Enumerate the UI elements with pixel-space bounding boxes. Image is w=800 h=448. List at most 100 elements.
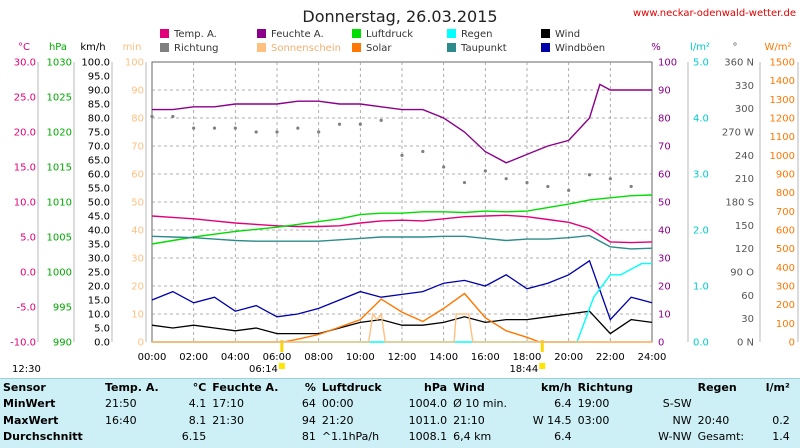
table-header-cell: Sensor <box>3 380 46 394</box>
table-cell: 6.4 <box>554 397 572 411</box>
legend-swatch <box>352 29 361 38</box>
axis-tick-label: 1015 <box>47 163 72 174</box>
axis-tick-label: 50 <box>131 198 144 209</box>
axis-tick-label: 10 <box>131 310 144 321</box>
sun-icon <box>539 363 546 369</box>
legend-label: Temp. A. <box>173 29 217 40</box>
table-cell <box>695 396 757 413</box>
direction-point <box>608 177 612 181</box>
table-row: MaxWert 16:40 8.1 21:30 94 21:20 1011.0 21:10 W … <box>0 412 800 429</box>
axis-tick-label: 0.0 <box>94 338 110 349</box>
sun-icon <box>278 363 285 369</box>
legend-swatch <box>447 43 456 52</box>
time-tick-label: 24:00 <box>638 352 667 363</box>
table-header: Sensor Temp. A. °C Feuchte A.% Luftdruck hPa W… <box>0 379 800 396</box>
axis-tick-label: 30 <box>131 254 144 265</box>
legend-label: Feuchte A. <box>271 29 324 40</box>
sun-time-label: 06:14 <box>249 364 278 375</box>
direction-point <box>421 149 425 154</box>
axis-tick-label: 330 <box>735 81 754 92</box>
direction-point <box>504 177 508 181</box>
table-cell: Gesamt: <box>697 430 745 444</box>
table-cell: 19:00 <box>577 397 610 411</box>
axis-unit: ° <box>733 42 738 53</box>
site-link[interactable]: www.neckar-odenwald-wetter.de <box>633 8 796 19</box>
table-cell: 8.1 <box>188 413 207 427</box>
axis-tick-label: 0 <box>789 338 795 349</box>
axis-tick-label: 5.0 <box>20 233 36 244</box>
direction-point <box>212 126 217 130</box>
axis-tick-label: 70 <box>131 142 144 153</box>
axis-tick-label: 85.0 <box>88 100 110 111</box>
axis-tick-label: 40 <box>658 226 671 237</box>
table-row: Durchschnitt 6.15 81 ^1.1hPa/h 1008.1 6,4 km 6… <box>0 429 800 446</box>
table-header-cell: Wind <box>453 380 485 394</box>
time-tick-label: 02:00 <box>179 352 208 363</box>
axis-tick-label: 0 <box>138 338 144 349</box>
table-cell: 21:20 <box>321 413 354 427</box>
axis-tick-label: 1.0 <box>693 282 709 293</box>
legend-label: Sonnenschein <box>271 43 341 54</box>
axis-unit: % <box>651 42 661 53</box>
axis-tick-label: 1005 <box>47 233 72 244</box>
direction-point <box>192 126 196 130</box>
axis-tick-label: 10.0 <box>14 198 36 209</box>
time-tick-label: 16:00 <box>471 352 500 363</box>
table-cell: 16:40 <box>104 413 137 427</box>
direction-point <box>400 153 404 157</box>
legend-label: Regen <box>461 29 493 40</box>
table-header-cell: °C <box>192 380 207 394</box>
direction-point <box>587 173 592 177</box>
table-cell: S-SW <box>662 397 692 411</box>
axis-tick-label: 3.0 <box>693 170 709 181</box>
table-cell: 21:30 <box>212 413 244 427</box>
axis-unit: min <box>123 42 142 53</box>
direction-point <box>317 130 321 134</box>
time-tick-label: 00:00 <box>138 352 167 363</box>
axis-unit: hPa <box>49 42 67 53</box>
legend-swatch <box>257 29 266 38</box>
table-cell: 1004.0 <box>408 397 448 411</box>
table-cell: 64 <box>301 397 316 411</box>
table-cell: 21:10 <box>453 413 485 427</box>
axis-tick-label: 500 <box>776 244 795 255</box>
axis-tick-label: 1000 <box>770 151 795 162</box>
axis-tick-label: 30 <box>658 254 671 265</box>
axis-tick-label: 15.0 <box>88 296 110 307</box>
legend-label: Wind <box>555 29 580 40</box>
time-tick-label: 20:00 <box>554 352 583 363</box>
axis-tick-label: 20.0 <box>88 282 110 293</box>
direction-point <box>567 188 571 192</box>
axis-tick-label: 100.0 <box>81 58 110 69</box>
axis-tick-label: 30.0 <box>14 58 36 69</box>
axis-tick-label: 1000 <box>47 268 72 279</box>
axis-tick-label: 360 N <box>724 58 754 69</box>
axis-tick-label: 25.0 <box>14 93 36 104</box>
legend-label: Windböen <box>555 43 605 54</box>
axis-tick-label: 65.0 <box>88 156 110 167</box>
legend-swatch <box>160 29 169 38</box>
table-cell <box>793 412 800 429</box>
axis-tick-label: 70.0 <box>88 142 110 153</box>
table-header-cell: Richtung <box>577 380 634 394</box>
axes: 30.025.020.015.010.05.00.0-5.0-10.0°C103… <box>10 42 799 375</box>
axis-tick-label: 240 <box>735 151 754 162</box>
axis-tick-label: 90.0 <box>88 86 110 97</box>
axis-tick-label: 80.0 <box>88 114 110 125</box>
row-label: Durchschnitt <box>3 430 83 444</box>
axis-tick-label: 10.0 <box>88 310 110 321</box>
table-cell: Ø 10 min. <box>453 397 507 411</box>
axis-tick-label: 70 <box>658 142 671 153</box>
bottom-left-time: 12:30 <box>12 364 41 375</box>
table-header-cell: Luftdruck <box>321 380 382 394</box>
table-cell <box>757 396 793 413</box>
axis-tick-label: -5.0 <box>16 303 36 314</box>
legend-swatch <box>352 43 361 52</box>
chart-title: Donnerstag, 26.03.2015 <box>302 7 497 26</box>
direction-point <box>462 180 467 185</box>
axis-tick-label: -10.0 <box>10 338 36 349</box>
axis-tick-label: 95.0 <box>88 72 110 83</box>
axis-tick-label: 20.0 <box>14 128 36 139</box>
axis-tick-label: 10 <box>658 310 671 321</box>
table-header-cell: Temp. A. <box>104 380 159 394</box>
